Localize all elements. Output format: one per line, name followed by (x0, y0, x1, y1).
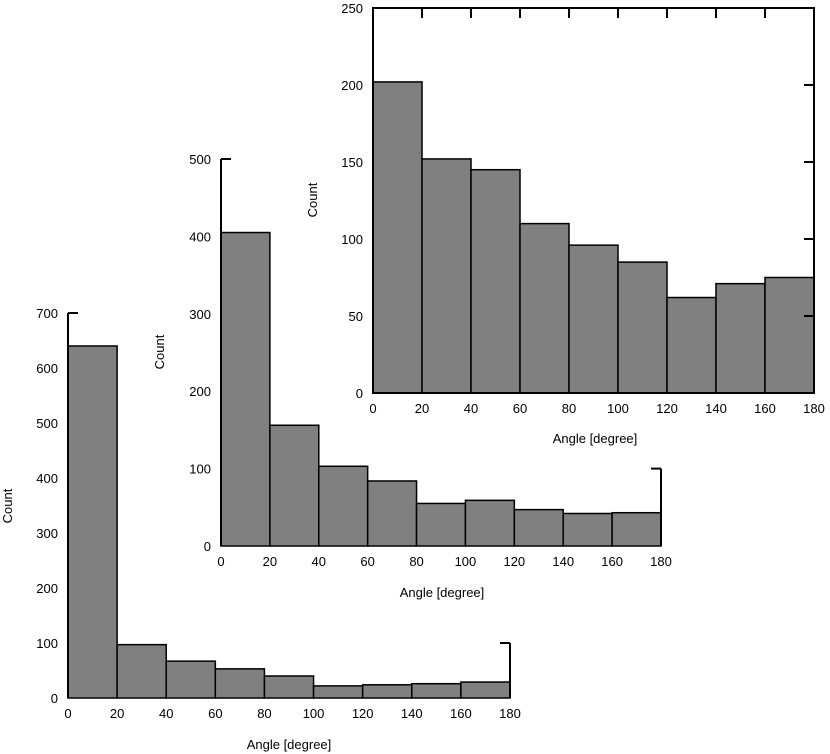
bar-bottom-0 (67, 345, 118, 699)
bar-top-0 (372, 81, 423, 394)
x-axis-label-top: Angle [degree] (553, 431, 638, 446)
x-tick-label-top-0: 0 (369, 401, 376, 416)
y-tick-label-bottom-7: 700 (36, 306, 58, 321)
x-tick-label-top-2: 40 (464, 401, 478, 416)
x-tick-label-middle-0: 0 (217, 554, 224, 569)
x-tick-label-bottom-9: 180 (499, 706, 521, 721)
y-tick-label-middle-2: 200 (189, 384, 211, 399)
x-tick-label-middle-7: 140 (552, 554, 574, 569)
x-tick-label-top-1: 20 (415, 401, 429, 416)
histogram-bottom: 0 20 40 60 80 100 120 140 160 180 010020030040050… (0, 306, 521, 752)
y-axis-label-bottom: Count (0, 488, 15, 523)
y-tick-label-top-2: 100 (341, 232, 363, 247)
bar-top-5 (617, 261, 668, 394)
y-tick-label-middle-5: 500 (189, 152, 211, 167)
y-tick-label-middle-3: 300 (189, 307, 211, 322)
y-tick-label-bottom-4: 400 (36, 471, 58, 486)
histogram-top: 0 20 40 60 80 100 120 140 160 180 0 50 100 150 200 250… (305, 1, 825, 446)
bar-top-7 (715, 282, 766, 394)
bar-middle-8 (611, 511, 662, 547)
bar-top-2 (470, 168, 521, 394)
bar-middle-1 (269, 424, 320, 547)
y-tick-label-top-5: 250 (341, 1, 363, 16)
bar-bottom-8 (460, 681, 511, 699)
y-tick-label-middle-4: 400 (189, 229, 211, 244)
x-tick-label-top-9: 180 (803, 401, 825, 416)
bar-middle-6 (513, 508, 564, 547)
x-tick-label-middle-6: 120 (503, 554, 525, 569)
bar-middle-4 (415, 502, 467, 547)
bar-middle-2 (318, 465, 369, 547)
bar-middle-0 (220, 231, 271, 547)
histogram-middle: 0 20 40 60 80 100 120 140 160 180 010020030040050… (152, 152, 672, 600)
x-tick-label-middle-2: 40 (312, 554, 326, 569)
y-tick-label-bottom-2: 200 (36, 581, 58, 596)
y-tick-label-bottom-5: 500 (36, 416, 58, 431)
y-tick-label-top-0: 0 (356, 386, 363, 401)
bar-bottom-1 (116, 643, 167, 699)
bar-top-4 (568, 244, 619, 394)
bar-bottom-3 (214, 668, 266, 699)
x-tick-labels-top: 0 20 40 60 80 100 120 140 160 180 (369, 401, 824, 416)
x-tick-label-bottom-0: 0 (64, 706, 71, 721)
y-tick-label-top-1: 50 (349, 309, 363, 324)
bar-top-1 (421, 158, 472, 394)
plot-frame-top (372, 7, 815, 394)
x-tick-label-top-5: 100 (607, 401, 629, 416)
x-tick-label-bottom-2: 40 (159, 706, 173, 721)
x-tick-label-bottom-5: 100 (303, 706, 325, 721)
bar-middle-3 (366, 480, 418, 547)
bars-top (372, 81, 815, 394)
y-tick-label-bottom-1: 100 (36, 636, 58, 651)
x-tick-label-bottom-8: 160 (450, 706, 472, 721)
x-tick-label-top-4: 80 (562, 401, 576, 416)
axes-bottom (67, 312, 511, 698)
x-tick-label-middle-5: 100 (455, 554, 477, 569)
bars-bottom (67, 345, 511, 699)
y-tick-label-bottom-0: 0 (51, 691, 58, 706)
bar-top-8 (764, 276, 815, 394)
x-tick-label-bottom-3: 60 (208, 706, 222, 721)
x-tick-label-bottom-1: 20 (110, 706, 124, 721)
bar-middle-5 (464, 499, 516, 547)
y-tick-label-middle-1: 100 (189, 462, 211, 477)
y-tick-label-top-4: 200 (341, 78, 363, 93)
x-axis-label-middle: Angle [degree] (400, 585, 485, 600)
x-tick-label-top-8: 160 (754, 401, 776, 416)
y-tick-label-bottom-6: 600 (36, 361, 58, 376)
x-tick-label-top-7: 140 (705, 401, 727, 416)
x-tick-label-middle-1: 20 (263, 554, 277, 569)
x-tick-labels-middle: 0 20 40 60 80 100 120 140 160 180 (217, 554, 671, 569)
y-tick-label-top-3: 150 (341, 155, 363, 170)
bar-top-6 (666, 296, 717, 394)
x-tick-labels-bottom: 0 20 40 60 80 100 120 140 160 180 (64, 706, 520, 721)
y-tick-labels-bottom: 0 100 200 300 400 500 600 700 (36, 306, 58, 706)
x-tick-label-middle-4: 80 (409, 554, 423, 569)
x-tick-label-bottom-4: 80 (257, 706, 271, 721)
x-axis-label-bottom: Angle [degree] (247, 737, 332, 752)
bar-top-3 (519, 222, 570, 394)
x-tick-label-top-3: 60 (513, 401, 527, 416)
bar-middle-7 (562, 512, 613, 547)
bar-bottom-5 (312, 685, 364, 699)
y-tick-label-middle-0: 0 (204, 539, 211, 554)
x-tick-label-middle-9: 180 (650, 554, 672, 569)
x-tick-label-middle-3: 60 (360, 554, 374, 569)
y-axis-label-top: Count (305, 182, 320, 217)
bar-bottom-6 (361, 684, 413, 699)
x-tick-label-bottom-7: 140 (401, 706, 423, 721)
bar-bottom-2 (165, 660, 217, 699)
y-tick-labels-middle: 0 100 200 300 400 500 (189, 152, 211, 554)
bar-bottom-4 (263, 675, 315, 699)
x-tick-label-middle-8: 160 (601, 554, 623, 569)
axes-middle (220, 158, 662, 546)
x-tick-label-top-6: 120 (656, 401, 678, 416)
axes-top (372, 7, 815, 394)
y-tick-label-bottom-3: 300 (36, 526, 58, 541)
bar-bottom-7 (411, 682, 462, 699)
x-tick-label-bottom-6: 120 (352, 706, 374, 721)
y-axis-label-middle: Count (152, 334, 167, 369)
y-tick-labels-top: 0 50 100 150 200 250 (341, 1, 363, 401)
